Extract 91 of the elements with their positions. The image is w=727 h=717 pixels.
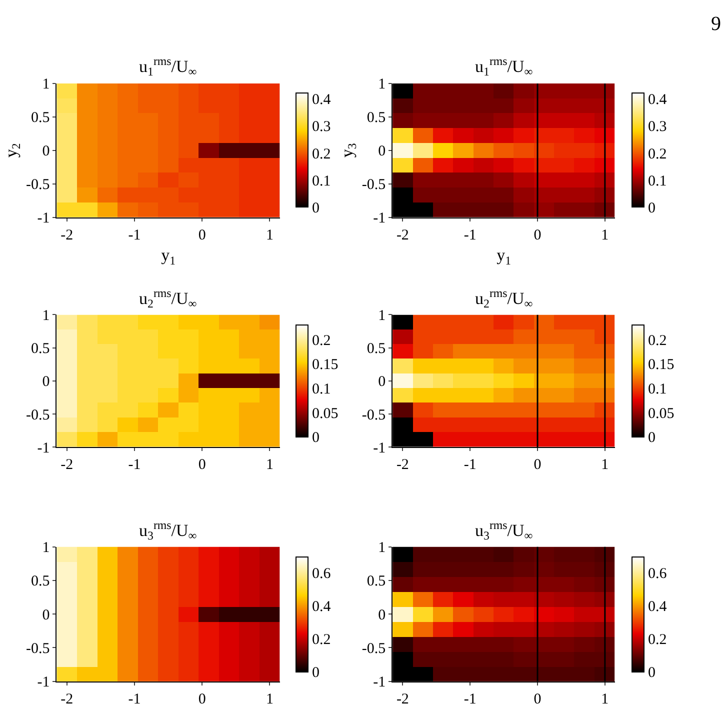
y-tick-label: 1	[42, 76, 50, 93]
x-tick-label: 0	[198, 691, 206, 708]
color-bar-label: 0.2	[312, 332, 331, 349]
color-bar-label: 0	[312, 200, 320, 217]
x-axis-title: y$_{1}$	[496, 246, 512, 268]
y-tick-label: 0.5	[30, 574, 50, 590]
color-bar-label: 0.3	[648, 119, 667, 136]
y-tick-label: -0.5	[26, 177, 50, 194]
color-bar-label: 0.4	[648, 599, 668, 616]
y-tick-label: -1	[37, 210, 50, 227]
y-tick-label: -1	[37, 674, 50, 691]
color-bar-label: 0.2	[312, 146, 331, 162]
color-bar-label: 0.6	[312, 566, 332, 582]
color-bar-label: 0.1	[312, 382, 331, 398]
x-tick-label: -1	[464, 457, 476, 474]
y-tick-label: -1	[37, 440, 50, 456]
x-tick-label: -1	[464, 227, 476, 244]
color-bar-label: 0	[312, 664, 320, 681]
y-tick-label: -0.5	[26, 407, 50, 424]
color-bar-label: 0.6	[648, 566, 668, 582]
y-tick-label: -1	[373, 674, 386, 691]
color-bar-label: 0.3	[312, 119, 331, 136]
y-tick-label: 1	[42, 308, 50, 324]
x-tick-label: 0	[198, 457, 206, 474]
color-bar-label: 0.4	[312, 92, 332, 108]
color-bar-label: 0.15	[312, 357, 338, 374]
color-bar-label: 0	[312, 430, 320, 446]
y-tick-label: 1	[42, 540, 50, 556]
color-bar-label: 0.2	[648, 332, 667, 349]
x-tick-label: -2	[396, 457, 409, 474]
x-tick-label: 1	[266, 457, 274, 474]
y-tick-label: 0.5	[30, 110, 50, 126]
x-tick-label: 1	[601, 457, 609, 474]
x-tick-label: -1	[128, 227, 141, 244]
chart-title: u$_{1}$$^{rms}$/U$_{∞}$	[139, 54, 198, 79]
x-tick-label: 0	[534, 227, 542, 244]
color-bar-label: 0.4	[648, 92, 668, 108]
x-tick-label: 1	[601, 227, 609, 244]
y-tick-label: 0	[378, 374, 386, 390]
y-tick-label: 1	[378, 308, 386, 324]
y-tick-label: 1	[378, 540, 386, 556]
color-bar-label: 0.15	[648, 357, 674, 374]
text: 9	[711, 13, 721, 35]
chart-title: u$_{1}$$^{rms}$/U$_{∞}$	[475, 54, 534, 79]
x-tick-label: -1	[128, 457, 141, 474]
color-bar-label: 0.1	[648, 173, 667, 190]
chart-title: u$_{2}$$^{rms}$/U$_{∞}$	[475, 286, 534, 311]
y-tick-label: -0.5	[362, 640, 386, 657]
x-tick-label: -1	[464, 691, 476, 708]
y-tick-label: 0.5	[366, 341, 386, 358]
y-tick-label: 0.5	[366, 574, 386, 590]
y-tick-label: -0.5	[362, 407, 386, 424]
color-bar-label: 0.05	[312, 406, 338, 422]
y-tick-label: -0.5	[362, 177, 386, 194]
y-tick-label: 0	[42, 607, 50, 624]
chart-title: u$_{2}$$^{rms}$/U$_{∞}$	[139, 286, 198, 311]
color-bar-label: 0	[648, 664, 656, 681]
x-tick-label: 0	[198, 227, 206, 244]
x-tick-label: -2	[396, 227, 409, 244]
y-tick-label: 0	[378, 144, 386, 160]
x-tick-label: 0	[534, 457, 542, 474]
x-tick-label: -1	[128, 691, 141, 708]
color-bar-label: 0.05	[648, 406, 674, 422]
color-bar-label: 0	[648, 200, 656, 217]
color-bar-label: 0.2	[648, 146, 667, 162]
chart-title: u$_{3}$$^{rms}$/U$_{∞}$	[139, 518, 198, 543]
color-bar-label: 0	[648, 430, 656, 446]
color-bar-label: 0.2	[648, 632, 667, 648]
chart-title: u$_{3}$$^{rms}$/U$_{∞}$	[475, 518, 534, 543]
x-tick-label: -2	[60, 691, 74, 708]
x-tick-label: 1	[266, 691, 274, 708]
x-tick-label: -2	[60, 457, 74, 474]
y-tick-label: 1	[378, 76, 386, 93]
y-tick-label: 0.5	[366, 110, 386, 126]
x-tick-label: 0	[534, 691, 542, 708]
y-tick-label: -0.5	[26, 640, 50, 657]
x-tick-label: -2	[60, 227, 74, 244]
y-tick-label: 0.5	[30, 341, 50, 358]
color-bar-label: 0.4	[312, 599, 332, 616]
color-bar-label: 0.1	[648, 382, 667, 398]
y-tick-label: 0	[42, 144, 50, 160]
x-tick-label: -2	[396, 691, 409, 708]
color-bar-label: 0.1	[312, 173, 331, 190]
x-axis-title: y$_{1}$	[161, 246, 176, 268]
y-tick-label: -1	[373, 210, 386, 227]
x-tick-label: 1	[601, 691, 609, 708]
y-tick-label: -1	[373, 440, 386, 456]
x-tick-label: 1	[266, 227, 274, 244]
y-tick-label: 0	[378, 607, 386, 624]
color-bar-label: 0.2	[312, 632, 331, 648]
y-tick-label: 0	[42, 374, 50, 390]
